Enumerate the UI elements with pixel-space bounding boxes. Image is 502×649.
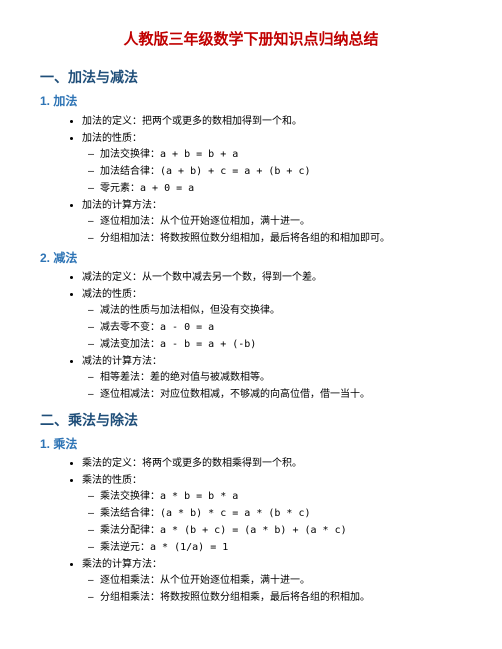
list-item-text: 乘法的计算方法： bbox=[82, 559, 162, 570]
section-1-heading: 一、加法与减法 bbox=[40, 66, 462, 88]
list-item-text: 加法的计算方法： bbox=[82, 200, 162, 211]
list-item: 乘法结合律：(a * b) * c = a * (b * c) bbox=[100, 506, 462, 522]
sublist: 逐位相乘法：从个位开始逐位相乘，满十进一。 分组相乘法：将数按照位数分组相乘，最… bbox=[82, 573, 462, 606]
list-item: 减法变加法：a - b = a + (-b) bbox=[100, 337, 462, 353]
list-item: 乘法的性质： 乘法交换律：a * b = b * a 乘法结合律：(a * b)… bbox=[82, 473, 462, 556]
list-item: 减法的性质与加法相似，但没有交换律。 bbox=[100, 303, 462, 319]
list-item: 逐位相加法：从个位开始逐位相加，满十进一。 bbox=[100, 214, 462, 230]
list-item-text: 加法的性质： bbox=[82, 133, 142, 144]
list-item: 减法的定义：从一个数中减去另一个数，得到一个差。 bbox=[82, 270, 462, 286]
list-item: 减法的性质： 减法的性质与加法相似，但没有交换律。 减去零不变：a - 0 = … bbox=[82, 287, 462, 353]
section-2-1-heading: 1. 乘法 bbox=[40, 435, 462, 454]
list-item: 加法的计算方法： 逐位相加法：从个位开始逐位相加，满十进一。 分组相加法：将数按… bbox=[82, 198, 462, 247]
sublist: 相等差法：差的绝对值与被减数相等。 逐位相减法：对应位数相减，不够减的向高位借，… bbox=[82, 370, 462, 403]
list-item: 减法的计算方法： 相等差法：差的绝对值与被减数相等。 逐位相减法：对应位数相减，… bbox=[82, 354, 462, 403]
list-item: 相等差法：差的绝对值与被减数相等。 bbox=[100, 370, 462, 386]
list-item-text: 减法的计算方法： bbox=[82, 356, 162, 367]
sublist: 逐位相加法：从个位开始逐位相加，满十进一。 分组相加法：将数按照位数分组相加，最… bbox=[82, 214, 462, 247]
sublist: 减法的性质与加法相似，但没有交换律。 减去零不变：a - 0 = a 减法变加法… bbox=[82, 303, 462, 353]
sublist: 乘法交换律：a * b = b * a 乘法结合律：(a * b) * c = … bbox=[82, 489, 462, 556]
list-item: 乘法分配律：a * (b + c) = (a * b) + (a * c) bbox=[100, 523, 462, 539]
section-1-2-list: 减法的定义：从一个数中减去另一个数，得到一个差。 减法的性质： 减法的性质与加法… bbox=[40, 270, 462, 403]
sublist: 加法交换律：a + b = b + a 加法结合律：(a + b) + c = … bbox=[82, 147, 462, 197]
list-item: 逐位相乘法：从个位开始逐位相乘，满十进一。 bbox=[100, 573, 462, 589]
list-item: 分组相乘法：将数按照位数分组相乘，最后将各组的积相加。 bbox=[100, 590, 462, 606]
list-item: 乘法逆元：a * (1/a) = 1 bbox=[100, 540, 462, 556]
list-item: 加法的定义：把两个或更多的数相加得到一个和。 bbox=[82, 114, 462, 130]
list-item: 加法结合律：(a + b) + c = a + (b + c) bbox=[100, 164, 462, 180]
list-item: 减去零不变：a - 0 = a bbox=[100, 320, 462, 336]
list-item: 乘法的定义：将两个或更多的数相乘得到一个积。 bbox=[82, 456, 462, 472]
section-2-1-list: 乘法的定义：将两个或更多的数相乘得到一个积。 乘法的性质： 乘法交换律：a * … bbox=[40, 456, 462, 606]
list-item: 逐位相减法：对应位数相减，不够减的向高位借，借一当十。 bbox=[100, 387, 462, 403]
list-item: 乘法交换律：a * b = b * a bbox=[100, 489, 462, 505]
section-1-1-list: 加法的定义：把两个或更多的数相加得到一个和。 加法的性质： 加法交换律：a + … bbox=[40, 114, 462, 247]
section-2-heading: 二、乘法与除法 bbox=[40, 409, 462, 431]
list-item-text: 减法的性质： bbox=[82, 289, 142, 300]
document-title: 人教版三年级数学下册知识点归纳总结 bbox=[40, 28, 462, 52]
list-item: 乘法的计算方法： 逐位相乘法：从个位开始逐位相乘，满十进一。 分组相乘法：将数按… bbox=[82, 557, 462, 606]
list-item: 加法交换律：a + b = b + a bbox=[100, 147, 462, 163]
list-item: 分组相加法：将数按照位数分组相加，最后将各组的和相加即可。 bbox=[100, 231, 462, 247]
list-item-text: 乘法的性质： bbox=[82, 475, 142, 486]
section-1-2-heading: 2. 减法 bbox=[40, 249, 462, 268]
list-item: 加法的性质： 加法交换律：a + b = b + a 加法结合律：(a + b)… bbox=[82, 131, 462, 197]
section-1-1-heading: 1. 加法 bbox=[40, 92, 462, 111]
list-item: 零元素：a + 0 = a bbox=[100, 181, 462, 197]
